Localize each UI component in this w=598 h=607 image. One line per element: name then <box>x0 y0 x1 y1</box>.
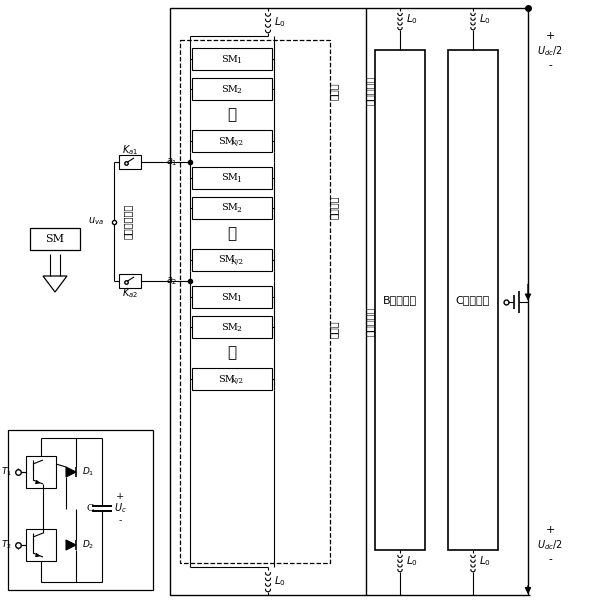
Text: SM: SM <box>222 84 239 93</box>
Text: $L_0$: $L_0$ <box>274 15 286 29</box>
Text: B相相单元: B相相单元 <box>383 295 417 305</box>
Text: ⋮: ⋮ <box>227 108 237 122</box>
Text: $D_2$: $D_2$ <box>82 539 94 551</box>
Text: 2: 2 <box>237 325 242 333</box>
Text: SM: SM <box>222 203 239 212</box>
Text: N/2: N/2 <box>230 139 243 147</box>
Text: $a_2$: $a_2$ <box>166 275 178 287</box>
Text: +: + <box>116 492 124 501</box>
Bar <box>8 430 153 590</box>
Text: 公共桥臂: 公共桥臂 <box>329 195 339 219</box>
Text: $u_{va}$: $u_{va}$ <box>88 215 104 228</box>
Text: $U_{dc}/2$: $U_{dc}/2$ <box>537 44 563 58</box>
Text: C相相单元: C相相单元 <box>456 295 490 305</box>
Text: 1: 1 <box>237 295 242 303</box>
Bar <box>180 40 330 563</box>
Text: $L_0$: $L_0$ <box>274 574 286 588</box>
Text: N/2: N/2 <box>230 377 243 385</box>
Text: SM: SM <box>218 256 236 265</box>
Text: $L_0$: $L_0$ <box>479 554 491 568</box>
Bar <box>192 316 272 338</box>
Bar <box>192 286 272 308</box>
Text: 桥臂切换开关: 桥臂切换开关 <box>123 204 133 239</box>
Text: 2: 2 <box>237 87 242 95</box>
Polygon shape <box>66 540 76 550</box>
Bar <box>26 456 56 488</box>
Text: SM: SM <box>222 322 239 331</box>
Text: $D_1$: $D_1$ <box>82 466 94 478</box>
Text: $T_1$: $T_1$ <box>1 466 12 478</box>
Text: $L_0$: $L_0$ <box>406 554 418 568</box>
Text: 1: 1 <box>237 57 242 65</box>
Text: $K_{a2}$: $K_{a2}$ <box>122 286 138 300</box>
Bar <box>192 368 272 390</box>
Text: SM: SM <box>218 375 236 384</box>
Text: $U_c$: $U_c$ <box>114 501 126 515</box>
Text: 下桥臂: 下桥臂 <box>329 320 339 338</box>
Text: ⋮: ⋮ <box>227 346 237 360</box>
Bar <box>30 228 80 250</box>
Text: SM: SM <box>222 55 239 64</box>
Text: N/2: N/2 <box>230 258 243 266</box>
Bar <box>119 155 141 169</box>
Text: +: + <box>545 525 555 535</box>
Text: -: - <box>548 555 552 565</box>
Bar <box>375 50 425 550</box>
Text: 2: 2 <box>237 206 242 214</box>
Text: ⋮: ⋮ <box>227 227 237 241</box>
Bar <box>448 50 498 550</box>
Polygon shape <box>43 276 67 292</box>
Bar <box>119 274 141 288</box>
Text: 上桥臂: 上桥臂 <box>329 83 339 100</box>
Text: $T_2$: $T_2$ <box>1 539 12 551</box>
Text: SM: SM <box>218 137 236 146</box>
Text: $L_0$: $L_0$ <box>479 12 491 26</box>
Text: 复合下桥臂: 复合下桥臂 <box>365 306 375 336</box>
Bar <box>192 130 272 152</box>
Text: -: - <box>548 61 552 71</box>
Bar <box>26 529 56 561</box>
Text: $U_{dc}/2$: $U_{dc}/2$ <box>537 538 563 552</box>
Text: SM: SM <box>222 293 239 302</box>
Bar <box>192 78 272 100</box>
Text: C: C <box>86 504 94 513</box>
Text: -: - <box>118 516 121 525</box>
Text: $L_0$: $L_0$ <box>406 12 418 26</box>
Bar <box>192 197 272 219</box>
Text: SM: SM <box>222 174 239 183</box>
Text: +: + <box>545 31 555 41</box>
Text: $K_{a1}$: $K_{a1}$ <box>122 143 138 157</box>
Text: 1: 1 <box>237 176 242 184</box>
Bar <box>192 48 272 70</box>
Bar <box>170 8 366 595</box>
Bar <box>192 167 272 189</box>
Text: SM: SM <box>45 234 65 244</box>
Bar <box>192 249 272 271</box>
Text: $a_1$: $a_1$ <box>166 156 178 168</box>
Text: 复合上桥臂: 复合上桥臂 <box>365 76 375 105</box>
Polygon shape <box>66 467 76 477</box>
